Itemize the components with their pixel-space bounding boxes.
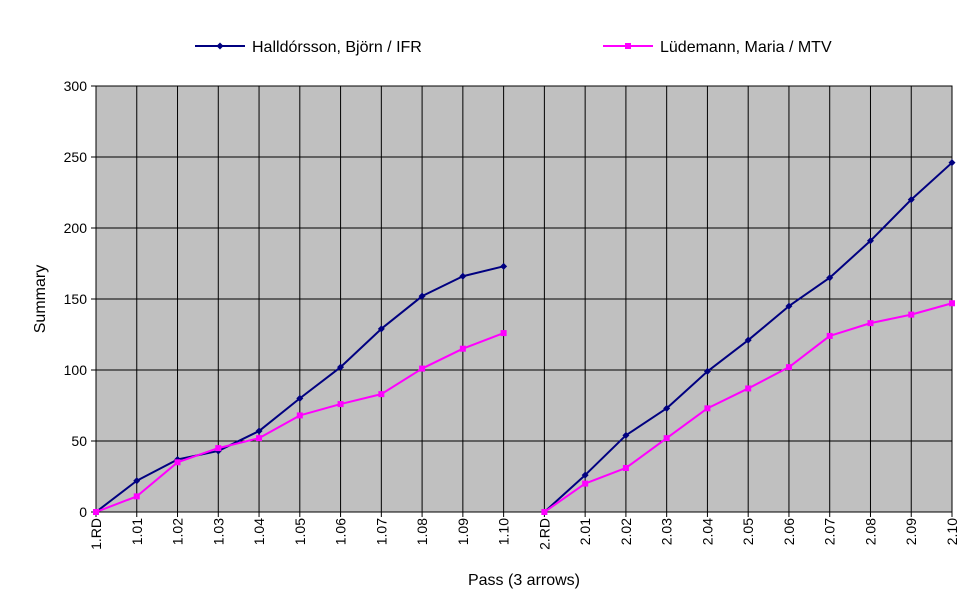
data-point	[337, 363, 345, 371]
x-axis: 1.RD 1.01 1.02 1.03 1.04 1.05 1.06 1.07 1.08 1.09…	[88, 512, 960, 550]
data-point	[541, 509, 548, 515]
data-point	[663, 404, 671, 412]
data-point	[215, 445, 222, 452]
data-point	[256, 435, 263, 442]
y-tick-label: 300	[64, 78, 88, 94]
x-tick-label: 2.06	[781, 518, 797, 545]
data-point	[949, 300, 955, 307]
legend-label-2: Lüdemann, Maria / MTV	[660, 39, 832, 56]
x-tick-label: 1.10	[496, 518, 512, 545]
y-tick-label: 100	[64, 362, 88, 378]
x-tick-label: 1.04	[251, 518, 267, 545]
x-tick-label: 1.02	[170, 518, 186, 545]
y-tick-label: 0	[79, 504, 87, 520]
legend-label-1: Halldórsson, Björn / IFR	[252, 39, 422, 56]
series-2	[93, 300, 955, 515]
legend-marker-2	[625, 43, 631, 49]
data-point	[704, 405, 711, 412]
x-tick-label: 1.06	[333, 518, 349, 545]
data-point	[622, 431, 630, 439]
x-tick-label: 1.05	[292, 518, 308, 545]
data-point	[419, 365, 426, 372]
data-point	[744, 336, 752, 344]
x-axis-title: Pass (3 arrows)	[468, 572, 580, 589]
x-tick-label: 1.RD	[88, 518, 104, 550]
data-point	[378, 391, 385, 398]
data-point	[377, 325, 385, 333]
data-point	[785, 364, 792, 371]
data-point	[867, 320, 874, 327]
data-point	[581, 471, 589, 479]
data-point	[337, 401, 344, 408]
y-tick-label: 200	[64, 220, 88, 236]
legend: Halldórsson, Björn / IFR Lüdemann, Maria…	[195, 39, 832, 56]
legend-marker-1	[216, 42, 224, 50]
series-layer	[92, 159, 956, 516]
data-point	[459, 345, 466, 352]
data-point	[133, 493, 140, 500]
x-tick-label: 1.08	[414, 518, 430, 545]
x-tick-label: 1.01	[129, 518, 145, 545]
y-axis-title: Summary	[32, 265, 49, 333]
y-tick-label: 150	[64, 291, 88, 307]
y-tick-label: 50	[71, 433, 87, 449]
x-tick-label: 2.07	[822, 518, 838, 545]
data-point	[174, 459, 181, 466]
x-tick-label: 1.07	[373, 518, 389, 545]
data-point	[826, 274, 834, 282]
x-tick-label: 2.09	[903, 518, 919, 545]
data-point	[908, 311, 915, 318]
data-point	[745, 385, 752, 392]
data-point	[663, 435, 670, 442]
x-tick-label: 2.10	[944, 518, 960, 545]
series-1	[92, 159, 956, 516]
data-point	[785, 302, 793, 310]
data-point	[622, 464, 629, 471]
x-tick-label: 2.03	[659, 518, 675, 545]
y-axis: 0 50 100 150 200 250 300	[64, 78, 96, 520]
x-tick-label: 2.08	[862, 518, 878, 545]
x-tick-label: 2.RD	[536, 518, 552, 550]
x-tick-label: 2.02	[618, 518, 634, 545]
legend-item-2: Lüdemann, Maria / MTV	[603, 39, 832, 56]
data-point	[255, 427, 263, 435]
data-point	[582, 480, 589, 487]
x-tick-label: 1.09	[455, 518, 471, 545]
data-point	[703, 367, 711, 375]
data-point	[500, 330, 507, 337]
data-point	[93, 509, 99, 515]
data-point	[907, 196, 915, 204]
data-point	[826, 332, 833, 339]
legend-item-1: Halldórsson, Björn / IFR	[195, 39, 422, 56]
data-point	[133, 477, 141, 485]
x-tick-label: 2.05	[740, 518, 756, 545]
x-tick-label: 2.01	[577, 518, 593, 545]
data-point	[459, 272, 467, 280]
data-point	[296, 412, 303, 419]
x-tick-label: 1.03	[210, 518, 226, 545]
data-point	[866, 237, 874, 245]
y-tick-label: 250	[64, 149, 88, 165]
data-point	[500, 262, 508, 270]
x-tick-label: 2.04	[699, 518, 715, 545]
data-point	[948, 159, 956, 167]
data-point	[418, 292, 426, 300]
data-point	[296, 394, 304, 402]
